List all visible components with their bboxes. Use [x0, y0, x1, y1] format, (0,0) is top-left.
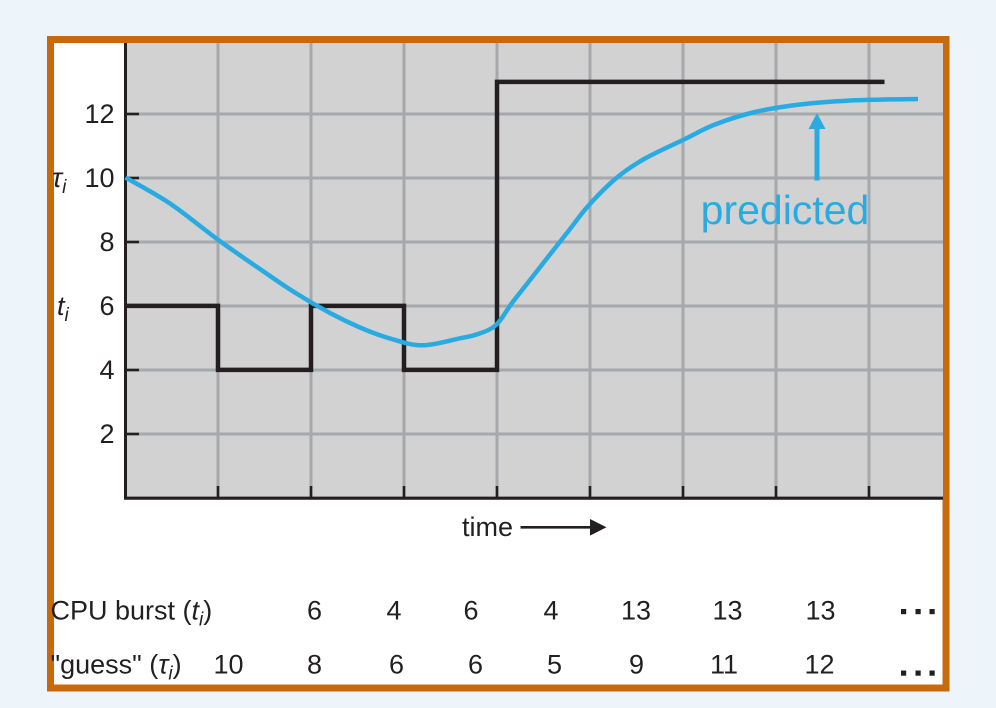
- svg-text:4: 4: [543, 596, 558, 626]
- svg-text:2: 2: [99, 419, 114, 449]
- svg-text:6: 6: [463, 596, 478, 626]
- svg-text:4: 4: [386, 596, 401, 626]
- svg-text:predicted: predicted: [701, 187, 870, 233]
- svg-text:8: 8: [307, 650, 322, 680]
- svg-text:time: time: [462, 512, 513, 542]
- svg-text:13: 13: [621, 596, 651, 626]
- svg-text:9: 9: [629, 650, 644, 680]
- svg-text:CPU burst (ti): CPU burst (ti): [51, 596, 213, 631]
- svg-text:6: 6: [307, 596, 322, 626]
- svg-text:6: 6: [468, 650, 483, 680]
- svg-text:13: 13: [805, 596, 835, 626]
- svg-text:6: 6: [389, 650, 404, 680]
- svg-text:11: 11: [710, 650, 738, 680]
- svg-text:4: 4: [99, 355, 114, 385]
- svg-text:10: 10: [213, 650, 243, 680]
- svg-text:12: 12: [84, 99, 114, 129]
- svg-text:13: 13: [712, 596, 742, 626]
- svg-text:8: 8: [99, 227, 114, 257]
- svg-text:12: 12: [804, 650, 834, 680]
- svg-text:"guess" (τi): "guess" (τi): [51, 650, 182, 685]
- svg-text:6: 6: [99, 291, 114, 321]
- svg-text:10: 10: [84, 163, 114, 193]
- svg-text:5: 5: [547, 650, 562, 680]
